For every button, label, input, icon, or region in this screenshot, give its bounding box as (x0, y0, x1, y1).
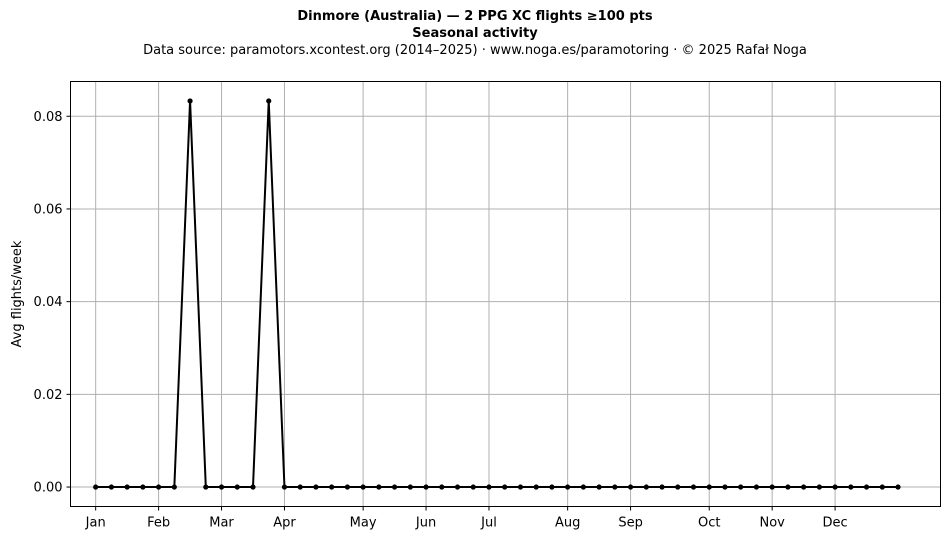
data-point (517, 484, 524, 490)
data-point (675, 484, 681, 490)
y-axis: 0.00 0.02 0.04 0.06 0.08 (34, 110, 71, 496)
data-point (124, 484, 130, 490)
data-point (816, 484, 822, 490)
data-point (895, 484, 901, 490)
data-point (344, 484, 350, 490)
y-axis-label: Avg flights/week (10, 240, 25, 347)
data-point (313, 484, 319, 490)
x-tick-label: Sep (618, 516, 643, 531)
data-point (93, 484, 99, 490)
chart-subtitle: Seasonal activity (412, 26, 538, 41)
grid (70, 81, 941, 507)
data-point (486, 484, 492, 490)
data-point (376, 484, 382, 490)
data-point (643, 484, 649, 490)
data-point (140, 484, 146, 490)
data-point (187, 98, 193, 104)
x-tick-label: May (350, 516, 377, 531)
x-tick-label: Oct (698, 516, 720, 531)
data-point (439, 484, 445, 490)
x-tick-label: Mar (209, 516, 234, 531)
data-point (659, 484, 665, 490)
data-point (171, 484, 177, 490)
data-point (533, 484, 539, 490)
data-point (769, 484, 775, 490)
data-source-note: Data source: paramotors.xcontest.org (20… (143, 43, 807, 58)
x-tick-label: Jul (480, 516, 497, 531)
series-markers (93, 98, 901, 490)
data-point (879, 484, 885, 490)
data-point (722, 484, 728, 490)
data-point (203, 484, 209, 490)
x-tick-label: Aug (555, 516, 580, 531)
data-point (549, 484, 555, 490)
data-point (801, 484, 807, 490)
data-point (738, 484, 744, 490)
data-point (580, 484, 586, 490)
y-tick-label: 0.06 (34, 202, 63, 217)
data-point (627, 484, 634, 490)
x-tick-label: Jun (415, 516, 436, 531)
y-tick-label: 0.02 (34, 388, 63, 403)
data-point (706, 484, 712, 490)
data-point (407, 484, 413, 490)
data-point (234, 484, 240, 490)
data-point (612, 484, 618, 490)
x-tick-label: Jan (85, 516, 106, 531)
series-line-layer (95, 99, 899, 489)
data-point (832, 484, 838, 490)
data-point (218, 484, 225, 490)
data-point (753, 484, 760, 490)
data-point (360, 484, 366, 490)
data-point (848, 484, 854, 490)
data-point (502, 484, 508, 490)
data-point (596, 484, 602, 490)
data-point (266, 98, 272, 104)
y-tick-label: 0.04 (34, 295, 63, 310)
x-tick-label: Apr (273, 516, 296, 531)
series-line (95, 99, 899, 489)
data-point (863, 484, 870, 490)
x-tick-label: Nov (759, 516, 785, 531)
data-point (423, 484, 429, 490)
data-point (785, 484, 791, 490)
x-tick-label: Feb (147, 516, 170, 531)
data-point (470, 484, 476, 490)
y-tick-label: 0.08 (34, 110, 63, 125)
data-point (281, 484, 288, 490)
data-point (297, 484, 303, 490)
data-point (690, 484, 697, 490)
data-point (391, 484, 398, 490)
data-point (565, 484, 571, 490)
y-tick-label: 0.00 (34, 481, 63, 496)
data-point (108, 484, 115, 490)
chart-title: Dinmore (Australia) — 2 PPG XC flights ≥… (297, 9, 653, 24)
data-point (454, 484, 461, 490)
data-point (329, 484, 335, 490)
x-tick-label: Dec (823, 516, 848, 531)
data-point (156, 484, 162, 490)
plot-frame (70, 81, 941, 507)
data-point (250, 484, 256, 490)
x-axis: Jan Feb Mar Apr May Jun Jul Aug Sep Oct Nov Dec (85, 506, 848, 531)
